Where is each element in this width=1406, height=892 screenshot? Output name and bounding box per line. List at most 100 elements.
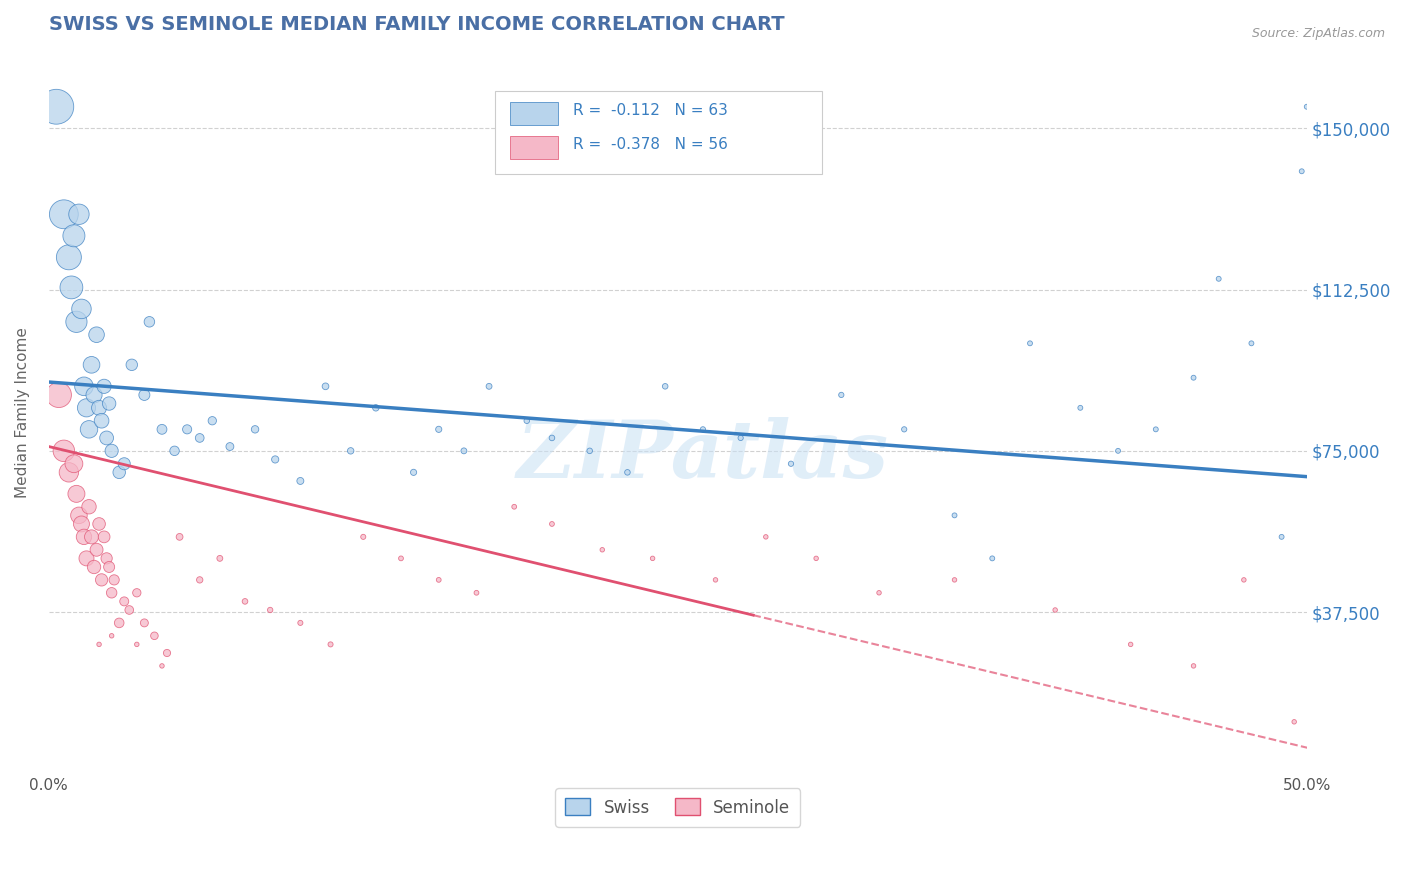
Point: [73, 530, 96, 544]
Point: [169, 530, 191, 544]
Point: [290, 474, 312, 488]
Point: [63, 457, 86, 471]
Point: [478, 379, 501, 393]
Point: [1295, 100, 1317, 114]
Text: Source: ZipAtlas.com: Source: ZipAtlas.com: [1251, 27, 1385, 40]
Text: R =  -0.378   N = 56: R = -0.378 N = 56: [574, 137, 728, 153]
Point: [112, 457, 135, 471]
Point: [1043, 603, 1066, 617]
Point: [591, 542, 613, 557]
Point: [60, 280, 83, 294]
Point: [90, 573, 112, 587]
Point: [73, 379, 96, 393]
Point: [339, 443, 361, 458]
Point: [704, 573, 727, 587]
Point: [654, 379, 676, 393]
Point: [77, 500, 100, 514]
Point: [96, 431, 118, 445]
Point: [219, 440, 242, 454]
FancyBboxPatch shape: [510, 136, 558, 160]
Point: [233, 594, 256, 608]
Point: [67, 508, 90, 523]
Point: [943, 508, 966, 523]
Point: [1271, 530, 1294, 544]
Point: [87, 516, 110, 531]
Point: [121, 358, 143, 372]
Point: [616, 466, 638, 480]
Point: [1144, 422, 1167, 436]
Point: [156, 646, 179, 660]
Point: [243, 422, 266, 436]
Point: [76, 401, 98, 415]
Point: [981, 551, 1004, 566]
Point: [1208, 272, 1230, 286]
Point: [83, 560, 105, 574]
Point: [70, 516, 93, 531]
Point: [163, 443, 186, 458]
Point: [264, 452, 287, 467]
Point: [541, 516, 564, 531]
Point: [52, 207, 75, 221]
Point: [1182, 370, 1205, 384]
Point: [86, 327, 108, 342]
Point: [188, 431, 211, 445]
Point: [730, 431, 752, 445]
FancyBboxPatch shape: [495, 91, 823, 174]
Point: [1119, 637, 1142, 651]
Point: [65, 315, 87, 329]
Point: [98, 560, 121, 574]
Point: [201, 414, 224, 428]
Point: [1291, 164, 1313, 178]
Point: [108, 466, 131, 480]
FancyBboxPatch shape: [510, 103, 558, 125]
Point: [259, 603, 281, 617]
Point: [1240, 336, 1263, 351]
Point: [641, 551, 664, 566]
Point: [176, 422, 198, 436]
Point: [830, 388, 852, 402]
Point: [87, 401, 110, 415]
Point: [52, 443, 75, 458]
Point: [427, 422, 450, 436]
Point: [943, 573, 966, 587]
Point: [80, 358, 103, 372]
Point: [516, 414, 538, 428]
Point: [150, 422, 173, 436]
Point: [541, 431, 564, 445]
Point: [87, 637, 110, 651]
Point: [70, 301, 93, 316]
Point: [134, 615, 156, 630]
Point: [86, 542, 108, 557]
Point: [453, 443, 475, 458]
Point: [67, 207, 90, 221]
Point: [780, 457, 803, 471]
Point: [93, 379, 115, 393]
Point: [503, 500, 526, 514]
Point: [103, 573, 125, 587]
Text: SWISS VS SEMINOLE MEDIAN FAMILY INCOME CORRELATION CHART: SWISS VS SEMINOLE MEDIAN FAMILY INCOME C…: [49, 15, 785, 34]
Point: [108, 615, 131, 630]
Point: [100, 443, 122, 458]
Point: [1019, 336, 1042, 351]
Point: [63, 228, 86, 243]
Point: [427, 573, 450, 587]
Point: [112, 594, 135, 608]
Point: [692, 422, 714, 436]
Point: [1069, 401, 1091, 415]
Point: [45, 100, 67, 114]
Point: [1282, 714, 1305, 729]
Point: [1182, 659, 1205, 673]
Point: [58, 466, 80, 480]
Point: [90, 414, 112, 428]
Point: [65, 487, 87, 501]
Point: [1233, 573, 1256, 587]
Point: [134, 388, 156, 402]
Point: [125, 637, 148, 651]
Point: [93, 530, 115, 544]
Point: [352, 530, 374, 544]
Point: [389, 551, 412, 566]
Point: [125, 586, 148, 600]
Point: [150, 659, 173, 673]
Point: [138, 315, 160, 329]
Point: [143, 629, 166, 643]
